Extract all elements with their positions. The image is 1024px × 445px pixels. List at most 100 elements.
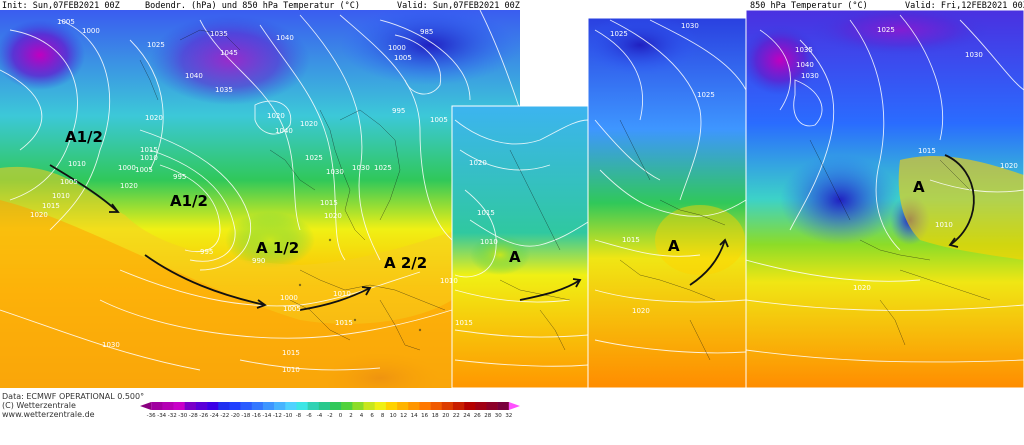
isobar-label: 1030 <box>326 168 344 176</box>
colorbar-segment <box>452 402 465 410</box>
isobar-label: 1015 <box>140 146 158 154</box>
colorbar-tick-label: 26 <box>474 413 481 419</box>
isobar-label: 1045 <box>220 49 238 57</box>
isobar-label: 1015 <box>622 236 640 244</box>
isobar-label: 1010 <box>935 221 953 229</box>
isobar-label: 1010 <box>333 290 351 298</box>
isobar-label: 1020 <box>853 284 871 292</box>
colorbar-tick-label: 6 <box>370 413 374 419</box>
isobar-label: 1040 <box>275 127 293 135</box>
colorbar-segment <box>151 402 163 410</box>
colorbar-tick-label: -12 <box>273 413 282 419</box>
colorbar-tick-label: 18 <box>432 413 439 419</box>
isobar-label: 995 <box>392 107 405 115</box>
init-time-label: Init: Sun,07FEB2021 00Z <box>2 1 120 11</box>
isobar-label: 1015 <box>455 319 473 327</box>
colorbar-tick-label: 12 <box>400 413 407 419</box>
colorbar-tick-label: 8 <box>381 413 385 419</box>
isobar-label: 1000 <box>82 27 100 35</box>
isobar-label: 1025 <box>374 164 392 172</box>
isobar-label: 1025 <box>697 91 715 99</box>
colorbar-tick-label: 22 <box>453 413 460 419</box>
colorbar-tick-label: 24 <box>463 413 470 419</box>
isobar-label: 1020 <box>267 112 285 120</box>
temperature-colorbar: -36 -34 -32 -30 -28 -26 -24 -22 -20 -18 -16 -14 -12-… <box>140 402 520 419</box>
colorbar-segment <box>262 402 275 410</box>
colorbar-tick-label: 20 <box>442 413 449 419</box>
colorbar-tick-label: -8 <box>296 413 302 419</box>
airmass-annotation: A1/2 <box>65 128 103 146</box>
isobar-label: 1010 <box>140 154 158 162</box>
colorbar-segment <box>408 402 420 410</box>
isobar-label: 1015 <box>918 147 936 155</box>
isobar-label: 1020 <box>469 159 487 167</box>
data-source-label: Data: ECMWF OPERATIONAL 0.500° <box>2 392 144 401</box>
isobar-label: 1035 <box>215 86 233 94</box>
colorbar-segment <box>486 402 498 410</box>
airmass-annotation: A <box>509 248 521 266</box>
colorbar-tick-label: -4 <box>317 413 323 419</box>
airmass-annotation: A 2/2 <box>384 254 427 272</box>
isobar-label: 1030 <box>102 341 120 349</box>
isobar-label: 1025 <box>305 154 323 162</box>
colorbar-tick-label: 10 <box>390 413 397 419</box>
isobar-label: 1020 <box>632 307 650 315</box>
colorbar-tick-label: 0 <box>339 413 343 419</box>
colorbar-segment <box>296 402 308 410</box>
panel-center-right-map <box>588 18 746 388</box>
isobar-label: 990 <box>252 257 265 265</box>
colorbar-segment <box>397 402 409 410</box>
isobar-label: 1020 <box>145 114 163 122</box>
colorbar-tick-label: -34 <box>157 413 166 419</box>
colorbar-segment <box>162 402 174 410</box>
isobar-label: 1010 <box>68 160 86 168</box>
isobar-label: 1040 <box>796 61 814 69</box>
airmass-annotation: A 1/2 <box>256 239 299 257</box>
valid-time-label-left: Valid: Sun,07FEB2021 00Z <box>397 1 520 11</box>
panel-left-map <box>0 10 520 388</box>
colorbar-segment <box>218 402 230 410</box>
colorbar-tick-label: -2 <box>327 413 332 419</box>
isobar-label: 1035 <box>795 46 813 54</box>
isobar-label: 1030 <box>965 51 983 59</box>
isobar-label: 1020 <box>1000 162 1018 170</box>
isobar-label: 1025 <box>147 41 165 49</box>
isobar-label: 1005 <box>430 116 448 124</box>
colorbar-segment <box>285 402 297 410</box>
colorbar-tick-label: -22 <box>220 413 229 419</box>
isobar-label: 1015 <box>320 199 338 207</box>
isobar-label: 1005 <box>135 166 153 174</box>
colorbar-segment <box>195 402 208 410</box>
valid-time-label-right: Valid: Fri,12FEB2021 00Z <box>905 1 1024 11</box>
parameter-label-left: Bodendr. (hPa) und 850 hPa Temperatur (°… <box>145 1 360 11</box>
airmass-annotation: A1/2 <box>170 192 208 210</box>
website-label: www.wetterzentrale.de <box>2 410 95 419</box>
colorbar-segment <box>419 402 431 410</box>
colorbar-tick-label: -6 <box>306 413 312 419</box>
panel-right-map <box>746 10 1024 388</box>
isobar-label: 1010 <box>480 238 498 246</box>
isobar-label: 1010 <box>440 277 458 285</box>
annotation-arrows <box>49 154 975 311</box>
isobar-label: 1010 <box>282 366 300 374</box>
airmass-annotation: A <box>913 178 925 196</box>
colorbar-segment <box>207 402 219 410</box>
airmass-annotations: A1/2 A1/2 A 1/2 A 2/2 A A A <box>65 128 925 272</box>
isobar-label: 1005 <box>394 54 412 62</box>
colorbar-tick-label: 4 <box>360 413 364 419</box>
colorbar-tick-label: -32 <box>168 413 177 419</box>
isobar-label: 1005 <box>57 18 75 26</box>
colorbar-tick-label: -26 <box>199 413 208 419</box>
colorbar-tick-label: 30 <box>495 413 502 419</box>
isobar-label: 1005 <box>283 305 301 313</box>
colorbar-tick-label: -24 <box>210 413 219 419</box>
isobar-label: 1020 <box>324 212 342 220</box>
isobar-label: 1020 <box>30 211 48 219</box>
colorbar-segment <box>240 402 253 410</box>
colorbar-segment <box>318 402 331 410</box>
colorbar-segment <box>475 402 487 410</box>
colorbar-tick-label: -18 <box>241 413 250 419</box>
colorbar-tick-label: 16 <box>421 413 428 419</box>
